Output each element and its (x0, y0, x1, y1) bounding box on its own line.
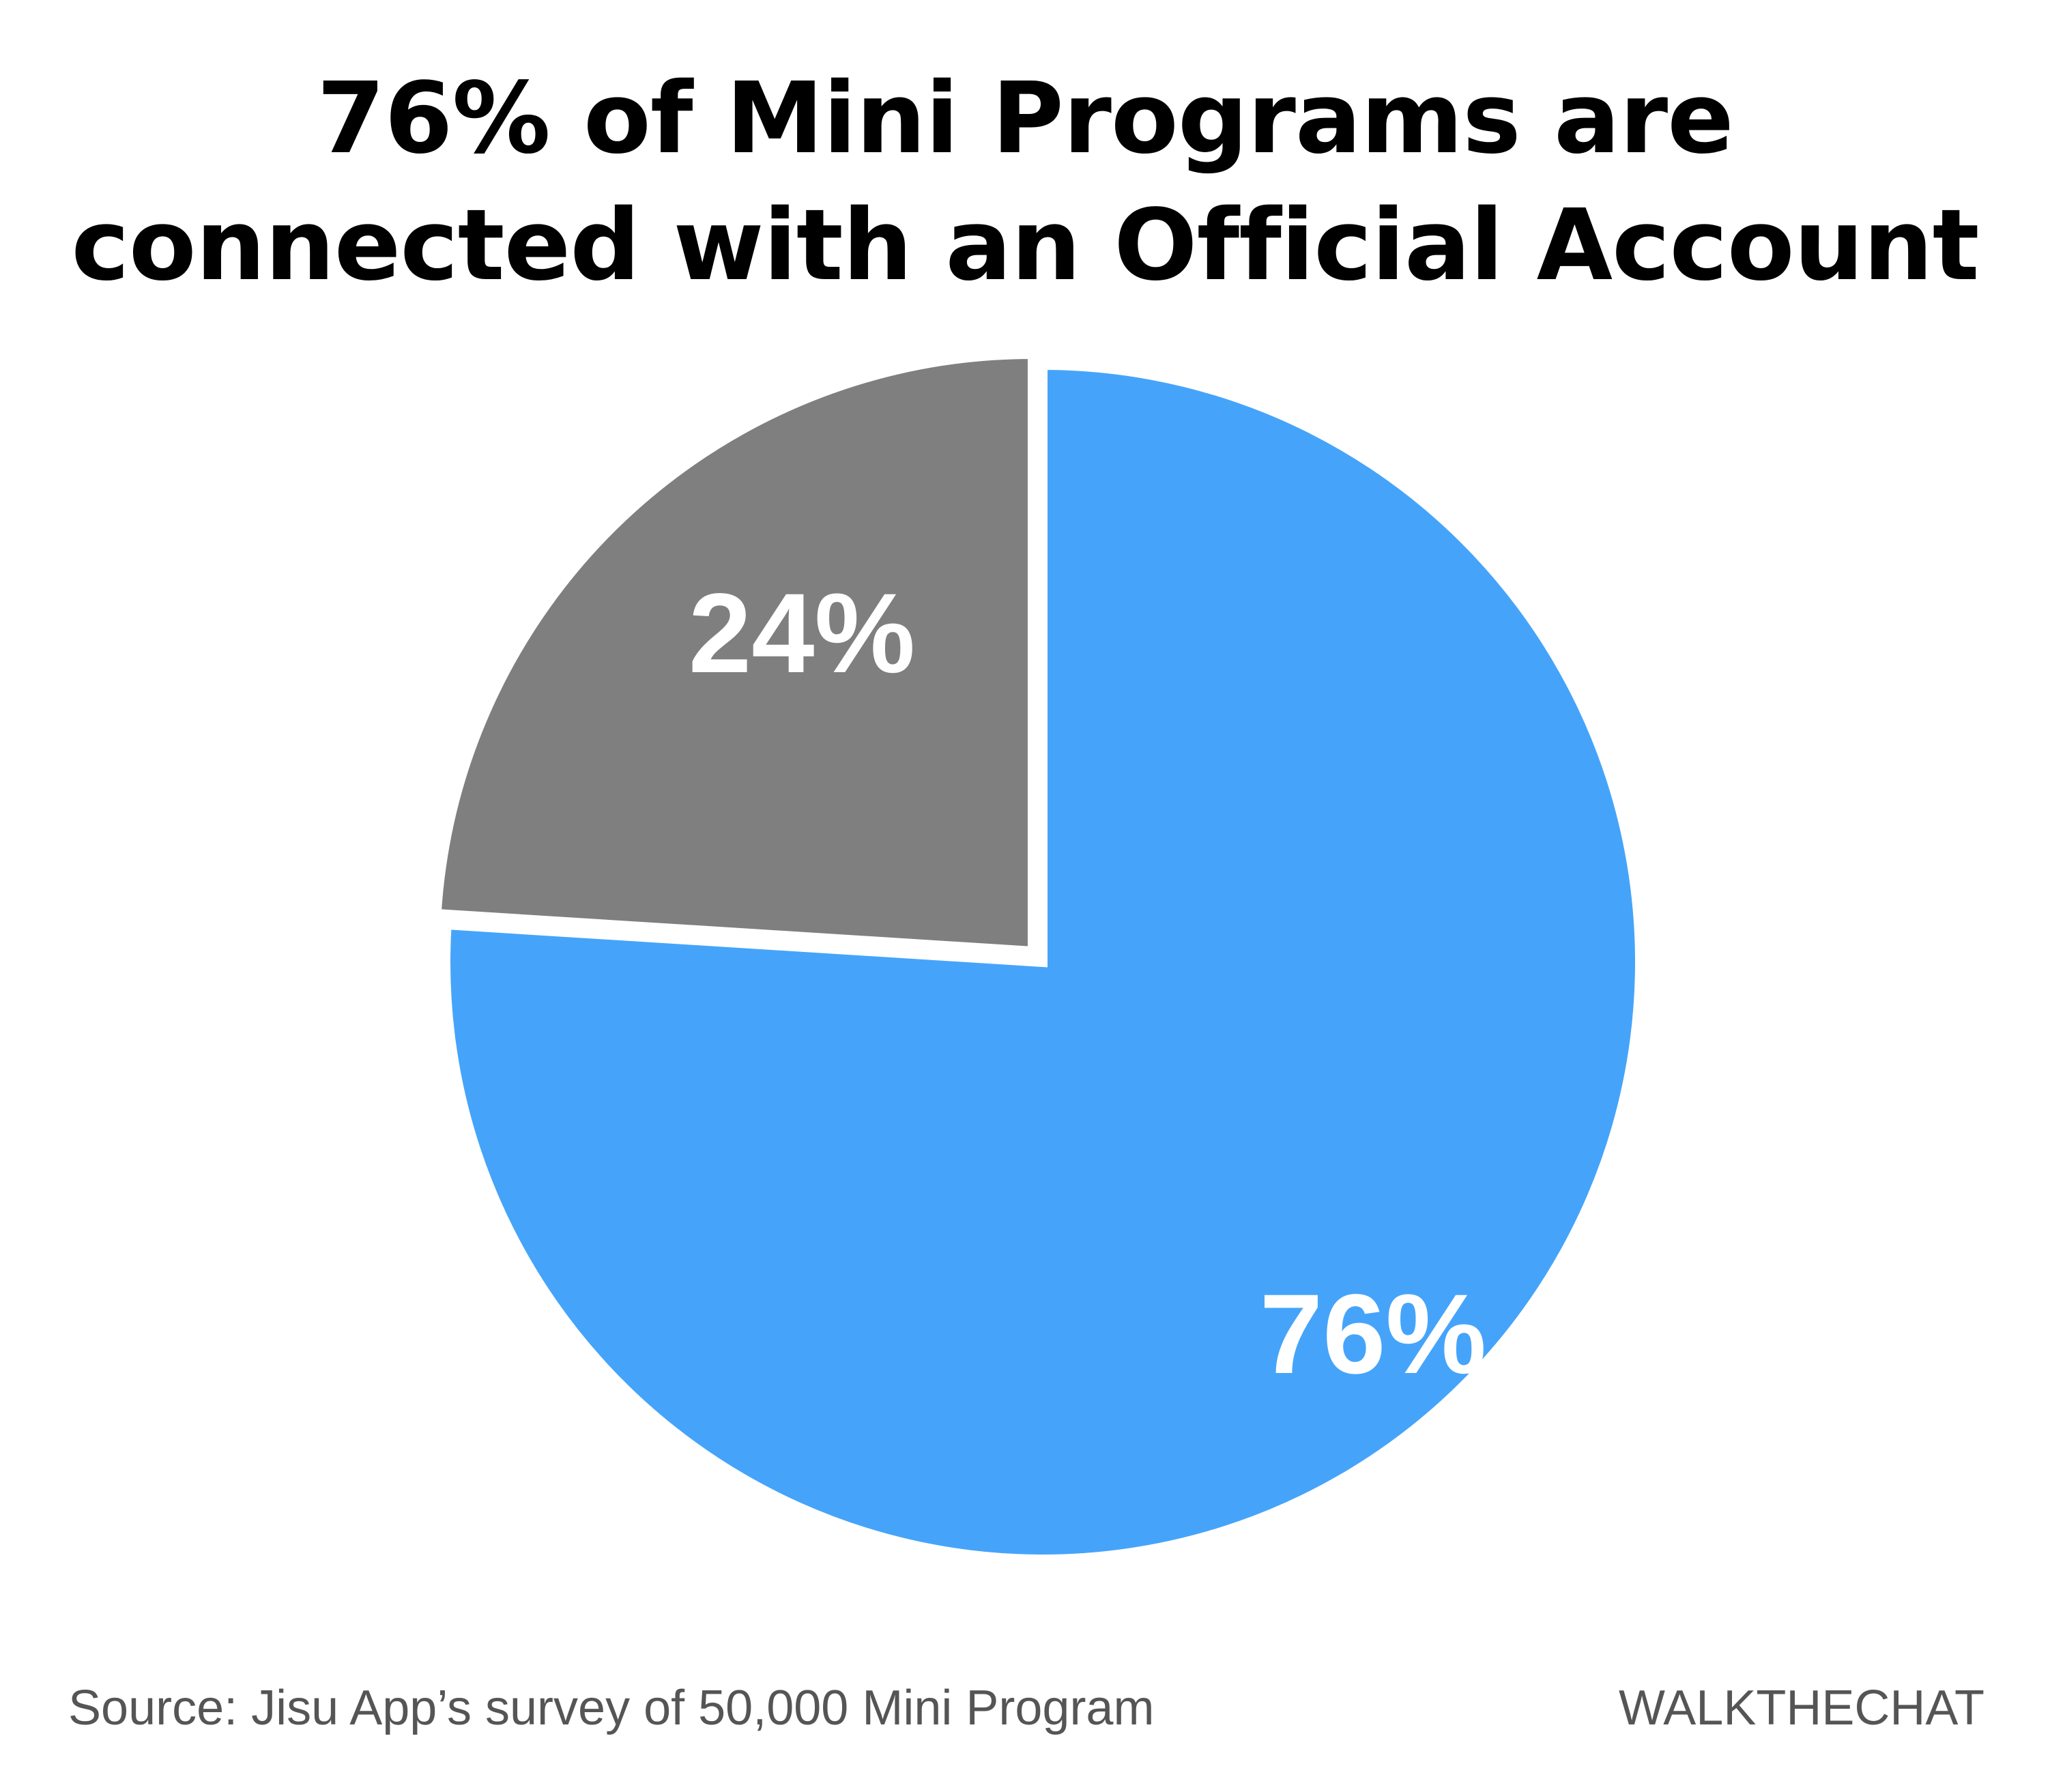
chart-title: 76% of Mini Programs are connected with … (0, 55, 2050, 308)
pie-slice-24 (431, 349, 1037, 957)
chart-title-line-2: connected with an Official Account (71, 188, 1979, 302)
pie-slice-label-24: 24% (689, 570, 915, 697)
brand-name: WALKTHECHAT (1618, 1681, 1984, 1735)
pie-slice-76 (441, 360, 1645, 1564)
source-note: Source: Jisu App’s survey of 50,000 Mini… (68, 1681, 1155, 1735)
pie-slice-label-76: 76% (1260, 1271, 1486, 1398)
chart-title-line-1: 76% of Mini Programs are (317, 61, 1734, 175)
